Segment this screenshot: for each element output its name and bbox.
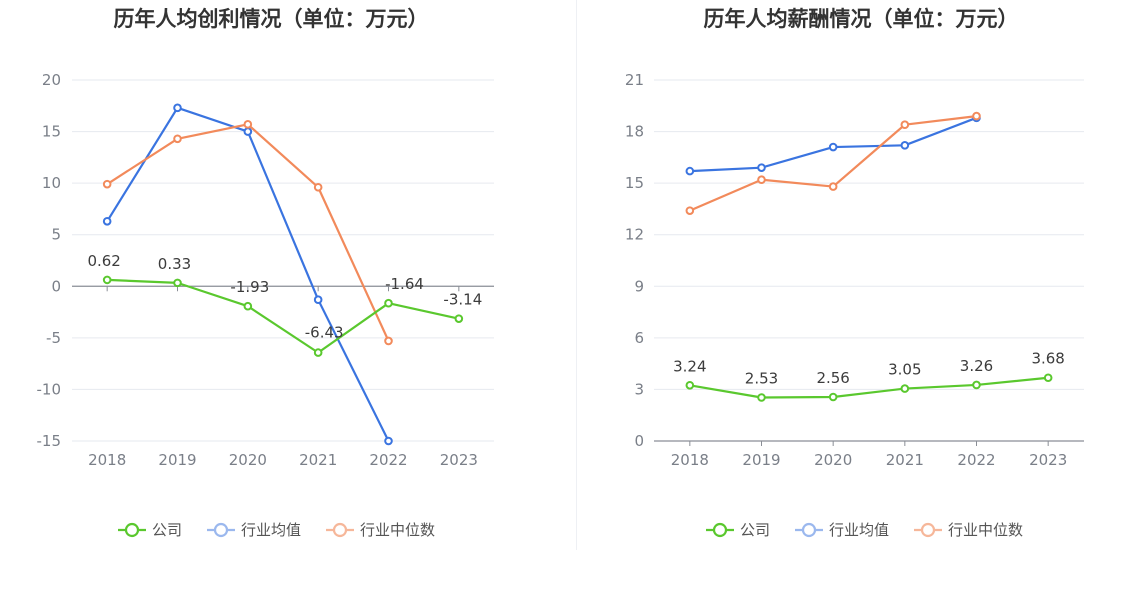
legend-marker-icon <box>124 522 140 538</box>
data-label: 2.53 <box>745 370 778 388</box>
data-point[interactable] <box>685 206 695 215</box>
y-tick-label: -10 <box>37 380 62 398</box>
data-point[interactable] <box>313 348 323 357</box>
data-point[interactable] <box>900 384 910 393</box>
data-point[interactable] <box>828 182 838 191</box>
data-label: 3.26 <box>960 357 993 375</box>
data-label: 0.33 <box>158 255 191 273</box>
data-point[interactable] <box>243 120 253 129</box>
legend-marker-icon <box>801 522 817 538</box>
x-tick-label: 2023 <box>440 451 478 469</box>
data-point[interactable] <box>173 278 182 288</box>
x-tick-label: 2021 <box>299 451 337 469</box>
data-point[interactable] <box>384 436 393 446</box>
profit-chart: 历年人均创利情况（单位：万元） 20 15 10 5 0 -5 -10 -15 2018 2019… <box>37 7 494 539</box>
legend-label: 行业中位数 <box>948 521 1023 539</box>
y-tick-label: 15 <box>625 174 644 192</box>
data-label: 0.62 <box>87 252 120 270</box>
legend-label: 公司 <box>740 521 770 539</box>
y-tick-label: 20 <box>42 71 61 89</box>
y-tick-label: 18 <box>625 123 644 141</box>
legend-item[interactable]: 行业中位数 <box>914 521 1023 539</box>
data-point[interactable] <box>173 103 182 113</box>
series-line <box>689 115 977 212</box>
data-point[interactable] <box>313 295 323 304</box>
data-point[interactable] <box>173 134 182 144</box>
chart-panel-profit: 历年人均创利情况（单位：万元） 20 15 10 5 0 -5 -10 -15 2018 2019… <box>37 7 494 539</box>
x-tick-label: 2019 <box>742 451 780 469</box>
legend-marker-icon <box>332 522 348 538</box>
y-tick-label: 10 <box>42 174 61 192</box>
legend-label: 行业均值 <box>829 521 889 539</box>
x-tick-label: 2022 <box>957 451 995 469</box>
data-label: 3.68 <box>1031 350 1064 368</box>
chart-title: 历年人均薪酬情况（单位：万元） <box>704 7 1019 31</box>
chart-title: 历年人均创利情况（单位：万元） <box>114 7 429 31</box>
data-label: -1.64 <box>385 275 424 293</box>
y-tick-label: -15 <box>37 432 62 450</box>
data-label: 3.05 <box>888 361 921 379</box>
data-point[interactable] <box>972 111 981 121</box>
data-point[interactable] <box>454 314 464 323</box>
y-tick-label: 21 <box>625 71 644 89</box>
y-tick-label: 3 <box>634 380 644 398</box>
data-point[interactable] <box>757 163 766 172</box>
y-tick-label: 0 <box>634 432 644 450</box>
data-label: -1.93 <box>230 278 269 296</box>
data-point[interactable] <box>900 141 910 150</box>
legend-item[interactable]: 公司 <box>118 521 182 539</box>
legend-item[interactable]: 行业均值 <box>795 521 889 539</box>
x-tick-label: 2019 <box>158 451 196 469</box>
data-point[interactable] <box>828 392 838 402</box>
y-tick-label: 9 <box>634 277 644 295</box>
x-tick-label: 2022 <box>369 451 407 469</box>
x-tick-label: 2020 <box>229 451 267 469</box>
data-label: 2.56 <box>816 369 849 387</box>
data-label: 3.24 <box>673 357 706 375</box>
data-point[interactable] <box>102 179 112 189</box>
x-tick-label: 2021 <box>886 451 924 469</box>
data-point[interactable] <box>685 381 695 390</box>
salary-chart: 历年人均薪酬情况（单位：万元） 21 18 15 12 9 6 3 0 2018 2019 2020… <box>625 7 1084 539</box>
legend-item[interactable]: 行业均值 <box>207 521 301 539</box>
y-tick-label: 5 <box>51 226 61 244</box>
series-line <box>689 376 1049 399</box>
panel-divider <box>576 0 577 550</box>
series-line <box>107 278 460 354</box>
x-tick-label: 2018 <box>671 451 709 469</box>
data-point[interactable] <box>243 127 253 136</box>
y-tick-label: -5 <box>46 329 61 347</box>
legend-marker-icon <box>712 522 728 538</box>
data-point[interactable] <box>900 120 910 129</box>
legend-label: 行业均值 <box>241 521 301 539</box>
data-point[interactable] <box>828 142 838 152</box>
y-tick-label: 15 <box>42 123 61 141</box>
data-point[interactable] <box>102 275 112 285</box>
legend-item[interactable]: 行业中位数 <box>326 521 435 539</box>
data-point[interactable] <box>243 301 253 311</box>
legend-marker-icon <box>213 522 229 538</box>
y-tick-label: 0 <box>51 277 61 295</box>
data-point[interactable] <box>102 217 112 226</box>
legend-label: 行业中位数 <box>360 521 435 539</box>
y-tick-label: 6 <box>634 329 644 347</box>
legend-marker-icon <box>920 522 936 538</box>
data-label: -6.43 <box>305 324 344 342</box>
legend-item[interactable]: 公司 <box>706 521 770 539</box>
data-point[interactable] <box>757 393 766 402</box>
x-tick-label: 2020 <box>814 451 852 469</box>
x-tick-label: 2023 <box>1029 451 1067 469</box>
data-point[interactable] <box>757 175 766 185</box>
data-point[interactable] <box>685 166 695 176</box>
x-tick-label: 2018 <box>88 451 126 469</box>
y-tick-label: 12 <box>625 226 644 244</box>
data-point[interactable] <box>384 298 393 308</box>
chart-panel-salary: 历年人均薪酬情况（单位：万元） 21 18 15 12 9 6 3 0 2018 2019 2020… <box>574 0 1148 589</box>
data-point[interactable] <box>384 336 393 346</box>
legend-label: 公司 <box>152 521 182 539</box>
data-point[interactable] <box>313 182 323 192</box>
data-label: -3.14 <box>443 291 482 309</box>
data-point[interactable] <box>972 380 981 390</box>
data-point[interactable] <box>1043 373 1053 383</box>
